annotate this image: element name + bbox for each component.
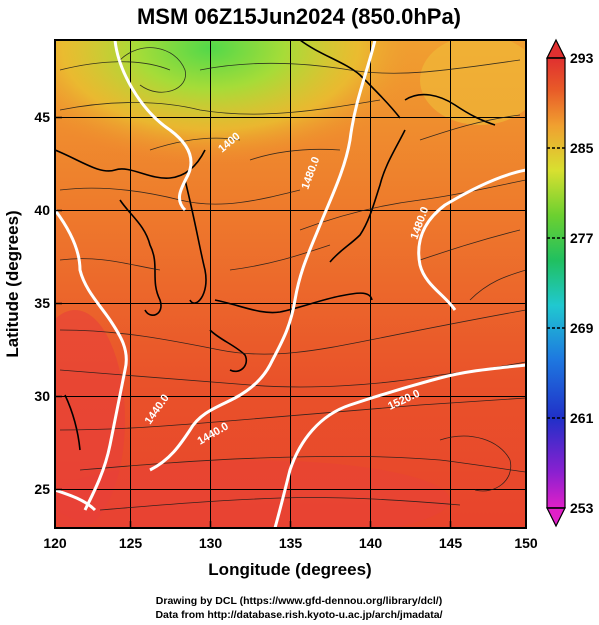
colorbar: [546, 38, 566, 528]
height-contours: [55, 40, 526, 528]
credit-line-1: Drawing by DCL (https://www.gfd-dennou.o…: [156, 595, 442, 607]
warm-patch-west: [55, 310, 125, 528]
y-axis-title: Latitude (degrees): [3, 210, 22, 357]
y-tick-labels: 25 30 35 40 45: [34, 109, 50, 497]
x-tick-label: 130: [199, 535, 223, 551]
x-tick-label: 125: [119, 535, 143, 551]
y-axis-ticks: [55, 116, 62, 491]
x-tick-label: 120: [43, 535, 67, 551]
x-tick-label: 150: [514, 535, 538, 551]
y-tick-label: 30: [34, 388, 50, 404]
x-tick-label: 140: [359, 535, 383, 551]
y-tick-label: 25: [34, 481, 50, 497]
y-tick-label: 35: [34, 295, 50, 311]
colorbar-tick-labels: 293 285 277 269 261 253: [570, 50, 594, 516]
colorbar-tick-label: 269: [570, 320, 594, 336]
y-tick-label: 40: [34, 202, 50, 218]
chart-title: MSM 06Z15Jun2024 (850.0hPa): [137, 4, 461, 29]
colorbar-tick-label: 293: [570, 50, 594, 66]
warm-patch-south: [55, 460, 450, 528]
map-plot-area: 1400 1440.0 1440.0 1480.0 1480.0 1520.0: [55, 40, 526, 528]
credit-line-2: Data from http://database.rish.kyoto-u.a…: [155, 609, 442, 621]
colorbar-scale: [546, 57, 566, 509]
x-tick-label: 135: [279, 535, 303, 551]
colorbar-tick-label: 261: [570, 410, 594, 426]
colorbar-tick-label: 253: [570, 500, 594, 516]
x-axis-title: Longitude (degrees): [208, 560, 371, 579]
lat-lon-grid: [55, 40, 526, 528]
y-tick-label: 45: [34, 109, 50, 125]
x-tick-label: 145: [439, 535, 463, 551]
x-axis-ticks: [54, 521, 527, 528]
x-tick-labels: 120 125 130 135 140 145 150: [43, 535, 538, 551]
colorbar-tick-label: 277: [570, 230, 594, 246]
colorbar-top-arrow: [546, 38, 566, 59]
cool-patch-northeast: [420, 40, 526, 125]
colorbar-tick-label: 285: [570, 140, 594, 156]
colorbar-bottom-arrow: [546, 507, 566, 528]
